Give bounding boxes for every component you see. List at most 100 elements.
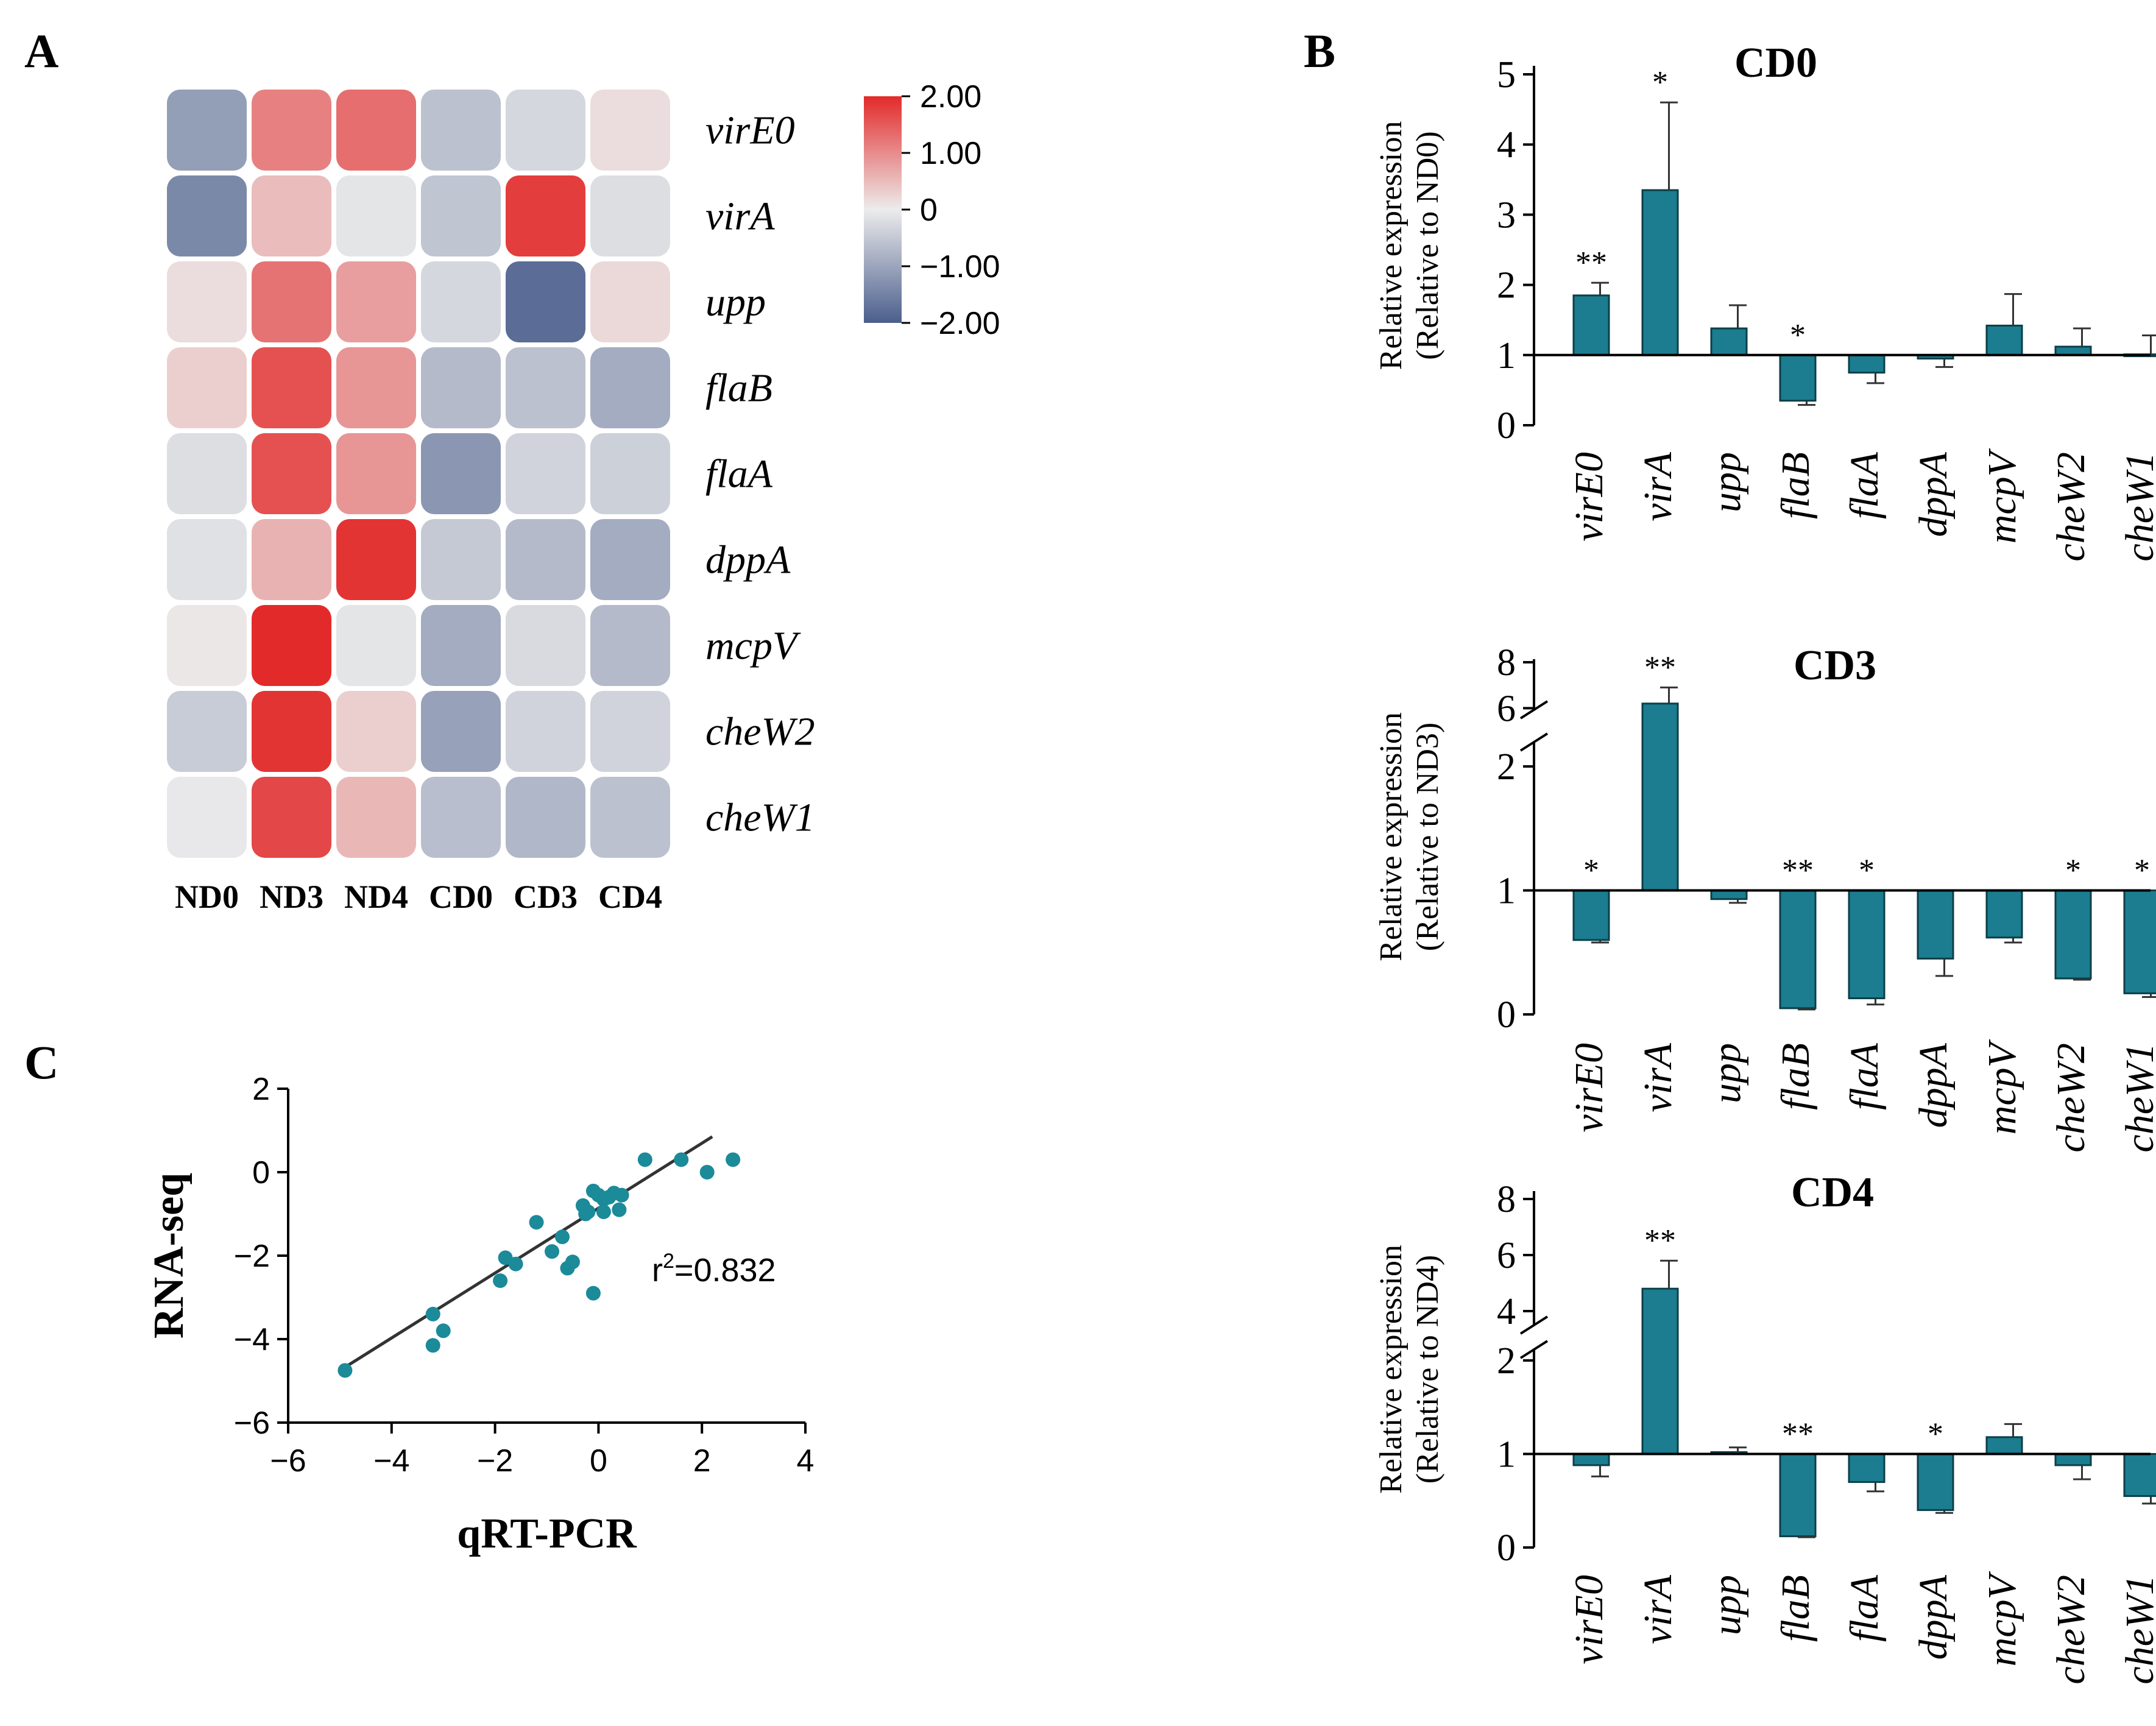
heatmap-row-label: dppA xyxy=(705,538,791,582)
panel-label-a: A xyxy=(24,24,58,77)
heatmap-cell-mcpV-ND3 xyxy=(252,605,331,686)
heatmap-column-label: ND3 xyxy=(260,879,323,915)
bar-mcpV xyxy=(1985,1436,2023,1455)
heatmap-cell-flaA-CD3 xyxy=(506,433,585,514)
colorbar-tick-label: −2.00 xyxy=(920,306,1000,341)
heatmap-cell-cheW2-CD3 xyxy=(506,691,585,772)
bar-cheW2 xyxy=(2054,1453,2092,1466)
heatmap-row-label: cheW1 xyxy=(705,796,815,840)
scatter-point xyxy=(554,1229,570,1245)
bar-chart-cd0: CD0 0 1 2 3 4 5 Relative expression (Relative to… xyxy=(1374,40,2156,562)
bar-virE0 xyxy=(1572,294,1610,356)
heatmap-cell-mcpV-ND0 xyxy=(167,605,247,686)
y-axis-label: RNA-seq xyxy=(146,1173,193,1339)
x-tick-label: flaB xyxy=(1773,452,1818,519)
scatter-point xyxy=(565,1254,580,1270)
heatmap-cell-virE0-ND4 xyxy=(336,90,416,171)
heatmap-row-label: upp xyxy=(705,280,766,325)
heatmap-cell-flaA-ND3 xyxy=(252,433,331,514)
y-tick-label: 2 xyxy=(252,1072,270,1107)
heatmap-cell-dppA-CD0 xyxy=(421,519,501,600)
y-tick-label: 8 xyxy=(1497,642,1516,684)
heatmap-cell-virA-ND3 xyxy=(252,175,331,256)
bar-cheW2 xyxy=(2054,890,2092,980)
y-tick-label: 1 xyxy=(1497,1434,1516,1476)
heatmap-cell-virE0-CD4 xyxy=(590,90,670,171)
heatmap-cell-dppA-ND4 xyxy=(336,519,416,600)
heatmap-row-label: virE0 xyxy=(705,108,795,153)
chart-title: CD4 xyxy=(1791,1169,1874,1216)
x-tick-label: flaA xyxy=(1842,1574,1887,1642)
y-axis-label: Relative expression xyxy=(1374,121,1408,370)
heatmap-cell-virA-CD3 xyxy=(506,175,585,256)
bar-flaA xyxy=(1848,354,1886,374)
x-tick-label: upp xyxy=(1705,1043,1749,1103)
r-squared-annotation: r2=0.832 xyxy=(652,1250,776,1289)
heatmap-cell-mcpV-CD0 xyxy=(421,605,501,686)
bar-cheW1 xyxy=(2123,1453,2156,1498)
heatmap-cell-flaB-ND3 xyxy=(252,347,331,428)
x-tick-label: −2 xyxy=(477,1443,513,1479)
x-tick-label: mcpV xyxy=(1980,1039,2024,1134)
bar-upp xyxy=(1710,327,1748,356)
r-squared-prefix: r xyxy=(652,1252,663,1289)
y-tick-label: 0 xyxy=(1497,994,1516,1036)
bar-chart-cd3: CD3 0 1 2 68 Relative expression (Relative to … xyxy=(1374,642,2156,1153)
heatmap-row-label: cheW2 xyxy=(705,710,815,754)
heatmap-cell-upp-CD4 xyxy=(590,261,670,342)
heatmap-cell-virA-CD0 xyxy=(421,175,501,256)
heatmap-cell-mcpV-ND4 xyxy=(336,605,416,686)
chart-title: CD3 xyxy=(1794,642,1876,689)
y-tick-label: 5 xyxy=(1497,54,1516,96)
heatmap-cell-cheW2-CD0 xyxy=(421,691,501,772)
scatter-point xyxy=(425,1306,440,1321)
scatter-point xyxy=(436,1323,451,1339)
r-squared-superscript: 2 xyxy=(663,1250,674,1273)
scatter-point xyxy=(614,1187,629,1203)
bar-virA xyxy=(1641,702,1679,892)
y-tick-label: 6 xyxy=(1497,688,1516,729)
x-tick-label: flaA xyxy=(1842,1042,1887,1110)
scatter-point xyxy=(544,1244,559,1259)
heatmap-cell-upp-CD0 xyxy=(421,261,501,342)
heatmap-cell-flaA-CD0 xyxy=(421,433,501,514)
heatmap-cell-virE0-CD3 xyxy=(506,90,585,171)
axis-break-mark xyxy=(1519,1315,1549,1335)
x-tick-label: mcpV xyxy=(1980,1571,2024,1666)
colorbar-bar xyxy=(864,96,902,323)
x-tick-label: virE0 xyxy=(1567,1575,1611,1664)
bar-mcpV xyxy=(1985,890,2023,939)
y-tick-label: 1 xyxy=(1497,335,1516,377)
x-tick-label: virA xyxy=(1636,1574,1680,1644)
scatter-point xyxy=(612,1202,627,1217)
heatmap-cell-flaB-ND4 xyxy=(336,347,416,428)
y-axis-label-sub: (Relative to ND3) xyxy=(1410,723,1445,951)
significance-marker: ** xyxy=(1644,650,1676,685)
heatmap-cell-flaA-ND4 xyxy=(336,433,416,514)
significance-marker: * xyxy=(2065,854,2081,888)
y-tick-label: 0 xyxy=(1497,405,1516,447)
heatmap-cell-upp-ND3 xyxy=(252,261,331,342)
y-tick-label: −6 xyxy=(234,1406,270,1441)
scatter-point xyxy=(425,1338,440,1353)
y-tick-label: 0 xyxy=(1497,1527,1516,1569)
scatter-point xyxy=(726,1152,741,1167)
heatmap-cell-virE0-ND0 xyxy=(167,90,247,171)
fit-line xyxy=(339,1135,713,1372)
heatmap-cell-cheW2-ND3 xyxy=(252,691,331,772)
significance-marker: * xyxy=(1583,854,1599,888)
x-tick-label: 2 xyxy=(693,1443,711,1479)
heatmap-column-label: CD4 xyxy=(598,879,662,915)
significance-marker: ** xyxy=(1575,246,1607,280)
scatter-point xyxy=(585,1286,601,1301)
bar-virA xyxy=(1641,1287,1679,1455)
x-tick-label: dppA xyxy=(1911,1042,1956,1128)
heatmap-cell-virA-CD4 xyxy=(590,175,670,256)
x-tick-label: upp xyxy=(1705,1575,1749,1635)
bar-flaB xyxy=(1779,354,1817,402)
bar-mcpV xyxy=(1985,324,2023,356)
x-tick-label: cheW2 xyxy=(2049,1043,2093,1153)
x-tick-label: cheW1 xyxy=(2118,1043,2156,1153)
y-tick-label: 6 xyxy=(1497,1235,1516,1276)
colorbar-tick-label: −1.00 xyxy=(920,249,1000,285)
